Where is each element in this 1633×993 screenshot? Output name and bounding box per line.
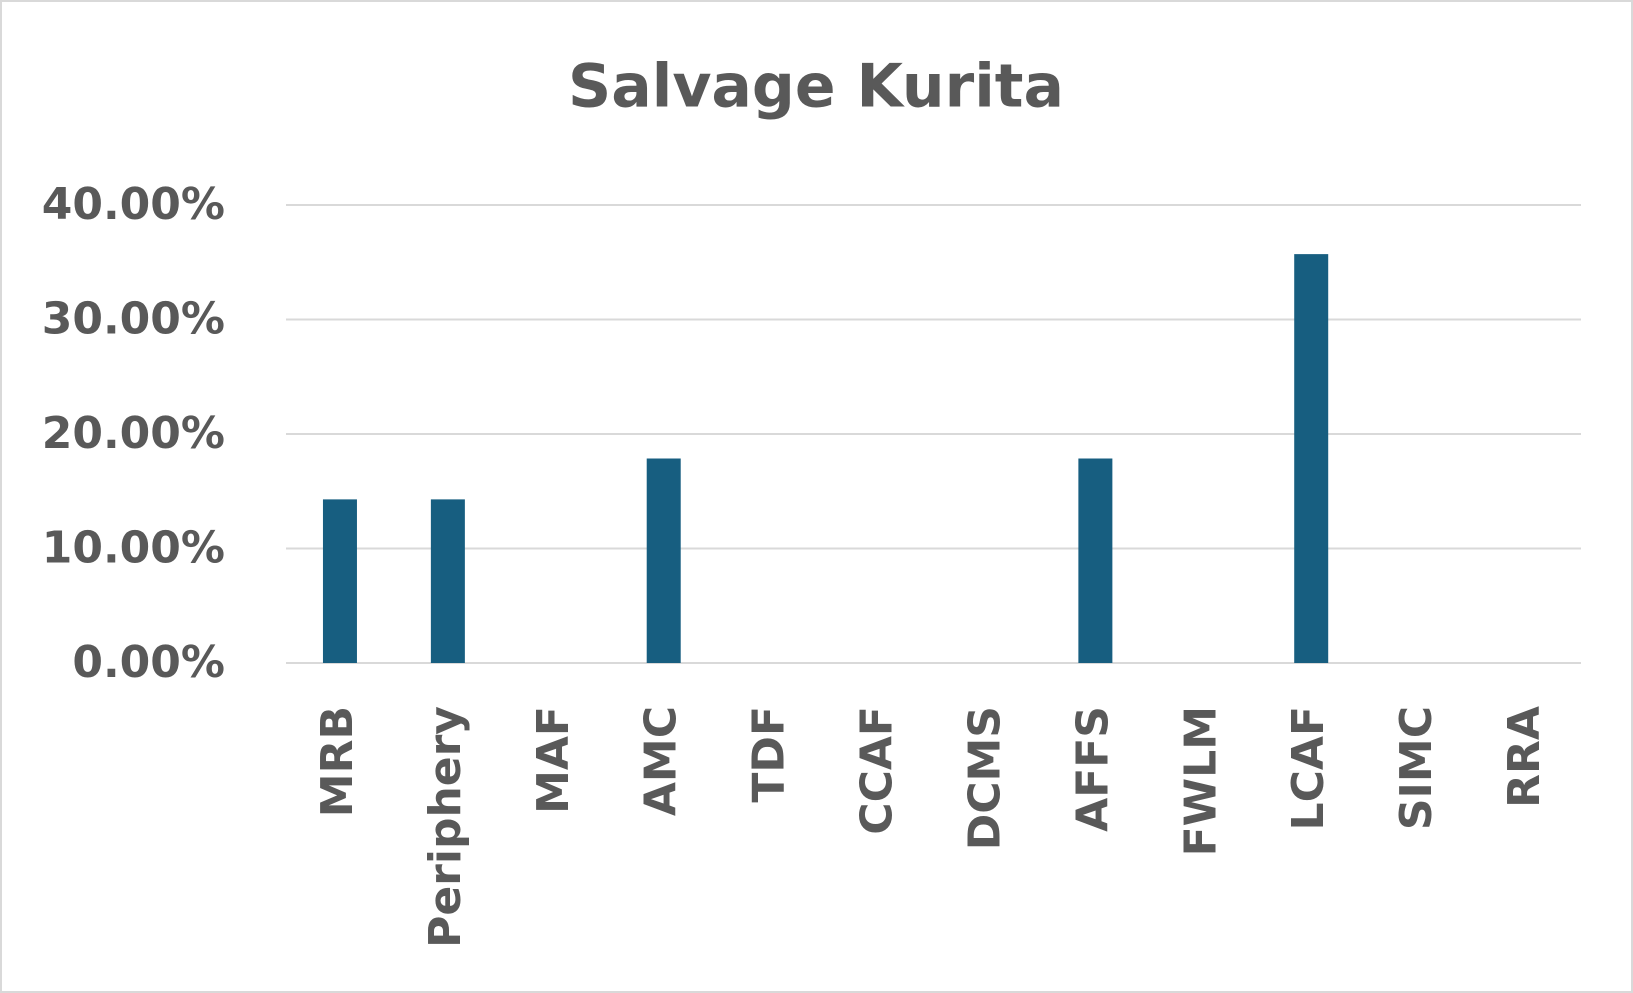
bar — [322, 499, 357, 663]
x-tick-label: MAF — [528, 706, 579, 814]
x-tick-label: Periphery — [420, 706, 471, 948]
y-tick-label: 30.00% — [42, 294, 225, 345]
x-tick-label: FWLM — [1175, 706, 1226, 856]
y-tick-label: 40.00% — [42, 179, 225, 230]
x-tick-label: DCMS — [959, 706, 1010, 850]
x-tick-label: LCAF — [1283, 706, 1334, 830]
bar — [1294, 254, 1329, 664]
bar — [430, 499, 465, 663]
x-tick-label: MRB — [312, 706, 363, 817]
y-tick-label: 20.00% — [42, 408, 225, 459]
x-tick-label: AFFS — [1067, 706, 1118, 832]
bar — [1078, 458, 1113, 663]
chart-title: Salvage Kurita — [568, 52, 1064, 122]
x-tick-label: RRA — [1499, 706, 1550, 808]
x-tick-label: SIMC — [1391, 706, 1442, 830]
x-tick-label: TDF — [744, 706, 795, 803]
y-tick-label: 10.00% — [42, 523, 225, 574]
x-tick-label: CCAF — [852, 706, 903, 835]
bar — [646, 458, 681, 663]
x-tick-label: AMC — [636, 706, 687, 816]
y-tick-label: 0.00% — [72, 637, 225, 688]
